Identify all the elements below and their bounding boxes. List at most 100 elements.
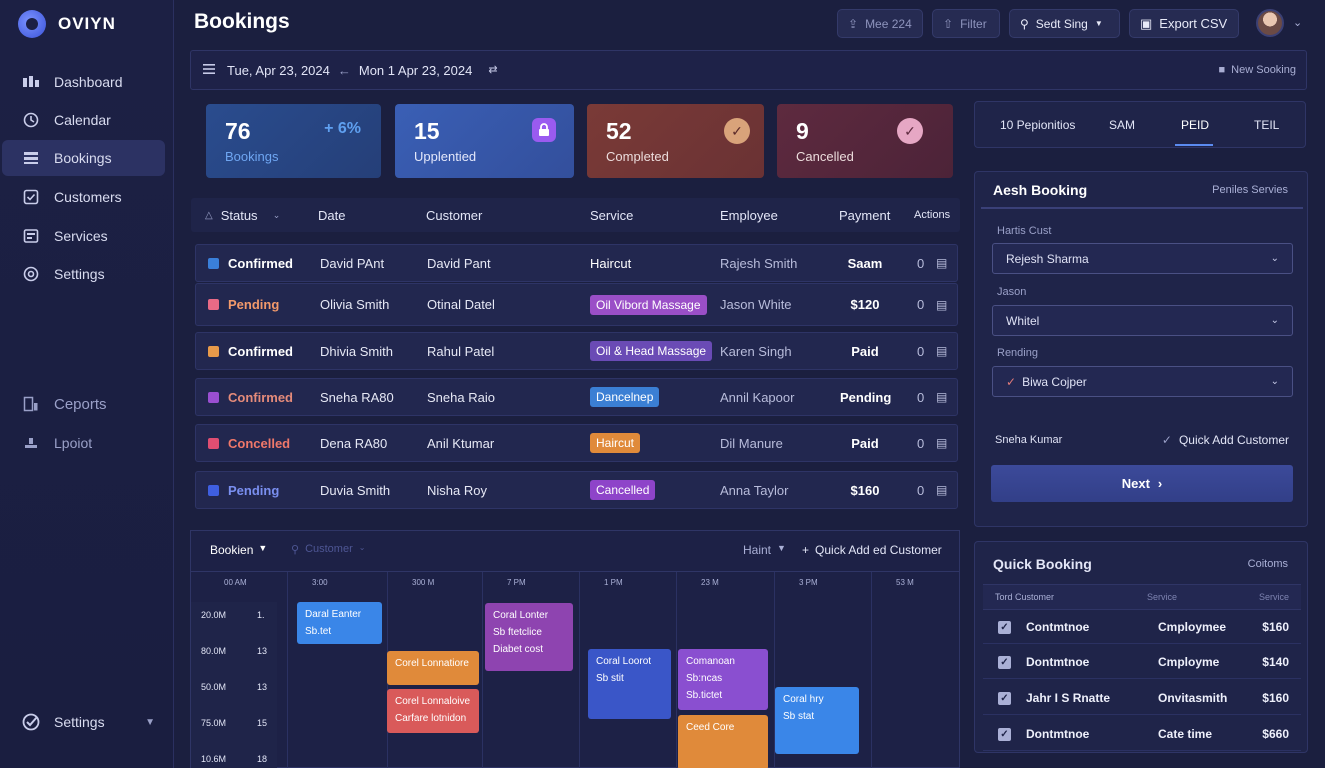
edit-icon[interactable]: ▤ [936, 390, 948, 404]
quick-booking-row[interactable]: ✓ Dontmtnoe Cate time $660 [983, 717, 1301, 751]
column-header-date[interactable]: Date [318, 207, 346, 223]
quick-booking-row[interactable]: ✓ Jahr I S Rnatte Onvitasmith $160 [983, 681, 1301, 715]
column-header-service[interactable]: Service [590, 207, 634, 223]
quick-add-customer-toggle[interactable]: ✓ Quick Add Customer [1162, 433, 1289, 447]
table-row[interactable]: Concelled Dena RA80 Anil Ktumar Haircut Dil … [195, 424, 958, 462]
check-icon: ✓ [1006, 374, 1017, 389]
table-row[interactable]: Confirmed David PAnt David Pant Haircut Raje… [195, 244, 958, 282]
service-pill: Cancelled [590, 480, 656, 500]
sidebar-item-label: Calendar [54, 112, 111, 128]
event-detail: Sb.tictet [686, 690, 723, 701]
sliders-icon[interactable] [202, 62, 216, 79]
column-header-customer[interactable]: Customer [426, 207, 483, 223]
edit-icon[interactable]: ▤ [936, 483, 948, 497]
calendar-event[interactable]: Ceed Core [678, 715, 768, 768]
column-header-payment[interactable]: Payment [839, 207, 891, 223]
calendar-event[interactable]: Coral hry Sb stat [775, 687, 859, 754]
avatar[interactable] [1256, 9, 1284, 37]
edit-icon[interactable]: ▤ [936, 436, 948, 450]
sidebar-item-settings[interactable]: Settings [2, 256, 165, 292]
messages-button[interactable]: ⇪ Mee 224 [837, 9, 923, 38]
date-cell: Sneha RA80 [320, 389, 394, 405]
event-title: Coral Loorot [596, 656, 652, 667]
checkbox[interactable]: ✓ [998, 656, 1011, 669]
quick-add-customer-button[interactable]: + Quick Add ed Customer [802, 543, 942, 557]
stat-card-upplentied[interactable]: 15 Upplentied [395, 104, 574, 178]
quick-booking-link[interactable]: Coitoms [1247, 558, 1288, 570]
services-icon [22, 227, 40, 245]
customers-icon [22, 188, 40, 206]
calendar-event[interactable]: Comanoan Sb:ncas Sb.tictet [678, 649, 768, 710]
sidebar-item-calendar[interactable]: Calendar [2, 102, 165, 138]
payment-cell: Pending [840, 389, 892, 405]
row-label: 10.6M [201, 754, 227, 764]
table-row[interactable]: Pending Olivia Smith Otinal Datel Oil Vibor… [195, 283, 958, 326]
tab-pepionitios[interactable]: 10 Pepionitios [1000, 118, 1076, 132]
sidebar-item-dashboard[interactable]: Dashboard [2, 64, 165, 100]
add-booking-services-link[interactable]: Peniles Servies [1212, 184, 1288, 196]
view-select[interactable]: Bookien ▼ [210, 543, 267, 557]
edit-icon[interactable]: ▤ [936, 344, 948, 358]
quick-booking-name: Dontmtnoe [1026, 727, 1090, 741]
date-range[interactable]: Tue, Apr 23, 2024 ← Mon 1 Apr 23, 2024 ⇄ [227, 63, 498, 78]
quick-booking-name: Contmtnoe [1026, 620, 1090, 634]
column-header-employee[interactable]: Employee [720, 207, 778, 223]
customer-cell: Anil Ktumar [427, 435, 495, 451]
calendar-event[interactable]: Daral Eanter Sb.tet [297, 602, 382, 644]
filter-select-label: Haint [743, 543, 772, 557]
edit-icon[interactable]: ▤ [936, 256, 948, 270]
table-row[interactable]: Pending Duvia Smith Nisha Roy Cancelled Anna… [195, 471, 958, 509]
tab-teil[interactable]: TEIL [1254, 118, 1280, 132]
checkbox[interactable]: ✓ [998, 692, 1011, 705]
sidebar-item-logout[interactable]: Lpoiot [2, 425, 165, 461]
sidebar-item-bookings[interactable]: Bookings [2, 140, 165, 176]
sidebar-item-reports[interactable]: Ceports [2, 386, 165, 422]
column-header-status[interactable]: Status [220, 207, 258, 223]
stat-card-cancelled[interactable]: 9 Cancelled ✓ [777, 104, 953, 178]
quick-add-customer-label: Quick Add ed Customer [815, 543, 942, 557]
status-text: Confirmed [228, 389, 293, 405]
table-row[interactable]: Confirmed Sneha RA80 Sneha Raio Dancelnep An… [195, 378, 958, 416]
customer-select[interactable]: Rejesh Sharma ⌄ [992, 243, 1293, 274]
date-cell: Dena RA80 [320, 435, 388, 451]
sidebar-footer-settings[interactable]: Settings ▼ [2, 704, 167, 740]
quick-booking-row[interactable]: ✓ Contmtnoe Cmploymee $160 [983, 610, 1301, 644]
tab-peid[interactable]: PEID [1181, 118, 1210, 132]
sidebar-item-services[interactable]: Services [2, 218, 165, 254]
filter-button[interactable]: ⇧ Filter [932, 9, 1000, 38]
tab-sam[interactable]: SAM [1109, 118, 1136, 132]
employee-select[interactable]: Whitel ⌄ [992, 305, 1293, 336]
quick-booking-row[interactable]: ✓ Dontmtnoe Cmployme $140 [983, 645, 1301, 679]
event-subtitle: Sb stit [596, 673, 624, 684]
stat-card-completed[interactable]: 52 Completed ✓ [587, 104, 764, 178]
chevron-down-icon[interactable]: ⌄ [1293, 17, 1303, 29]
brand[interactable]: OVIYN [18, 10, 116, 38]
stat-card-bookings[interactable]: 76 Bookings + 6% [206, 104, 381, 178]
grid-line [676, 572, 677, 768]
quick-booking-col-customer: Tord Customer [995, 592, 1055, 602]
calendar-event[interactable]: Corel Lonnatiore [387, 651, 479, 685]
calendar-event[interactable]: Coral Lonter Sb ftetclice Diabet cost [485, 603, 573, 671]
chevron-down-icon[interactable]: ⌄ [272, 209, 281, 220]
filter-select[interactable]: Haint ▼ [743, 543, 786, 557]
stat-trend: + 6% [324, 120, 361, 137]
service-select[interactable]: ✓ Biwa Cojper ⌄ [992, 366, 1293, 397]
export-csv-button[interactable]: ▣ Export CSV [1129, 9, 1239, 38]
calendar-event[interactable]: Coral Loorot Sb stit [588, 649, 671, 719]
chevron-down-icon: ▼ [145, 716, 155, 728]
new-booking-link[interactable]: ■ New Sooking [1219, 64, 1296, 76]
quick-booking-name: Dontmtnoe [1026, 655, 1090, 669]
user-select-button[interactable]: ⚲ Sedt Sing ▼ [1009, 9, 1120, 38]
table-row[interactable]: Confirmed Dhivia Smith Rahul Patel Oil & He… [195, 332, 958, 370]
employee-cell: Annil Kapoor [720, 389, 795, 405]
edit-icon[interactable]: ▤ [936, 297, 948, 312]
next-button[interactable]: Next › [991, 465, 1293, 502]
swap-icon[interactable]: ⇄ [488, 64, 498, 76]
checkbox[interactable]: ✓ [998, 728, 1011, 741]
status-text: Concelled [228, 435, 291, 451]
checkbox[interactable]: ✓ [998, 621, 1011, 634]
sidebar-item-customers[interactable]: Customers [2, 179, 165, 215]
sort-icon[interactable]: △ [205, 209, 213, 221]
customer-search[interactable]: ⚲ Customer ⌄ [291, 543, 365, 556]
calendar-event[interactable]: Corel Lonnaloive Carfare lotnidon [387, 689, 479, 733]
